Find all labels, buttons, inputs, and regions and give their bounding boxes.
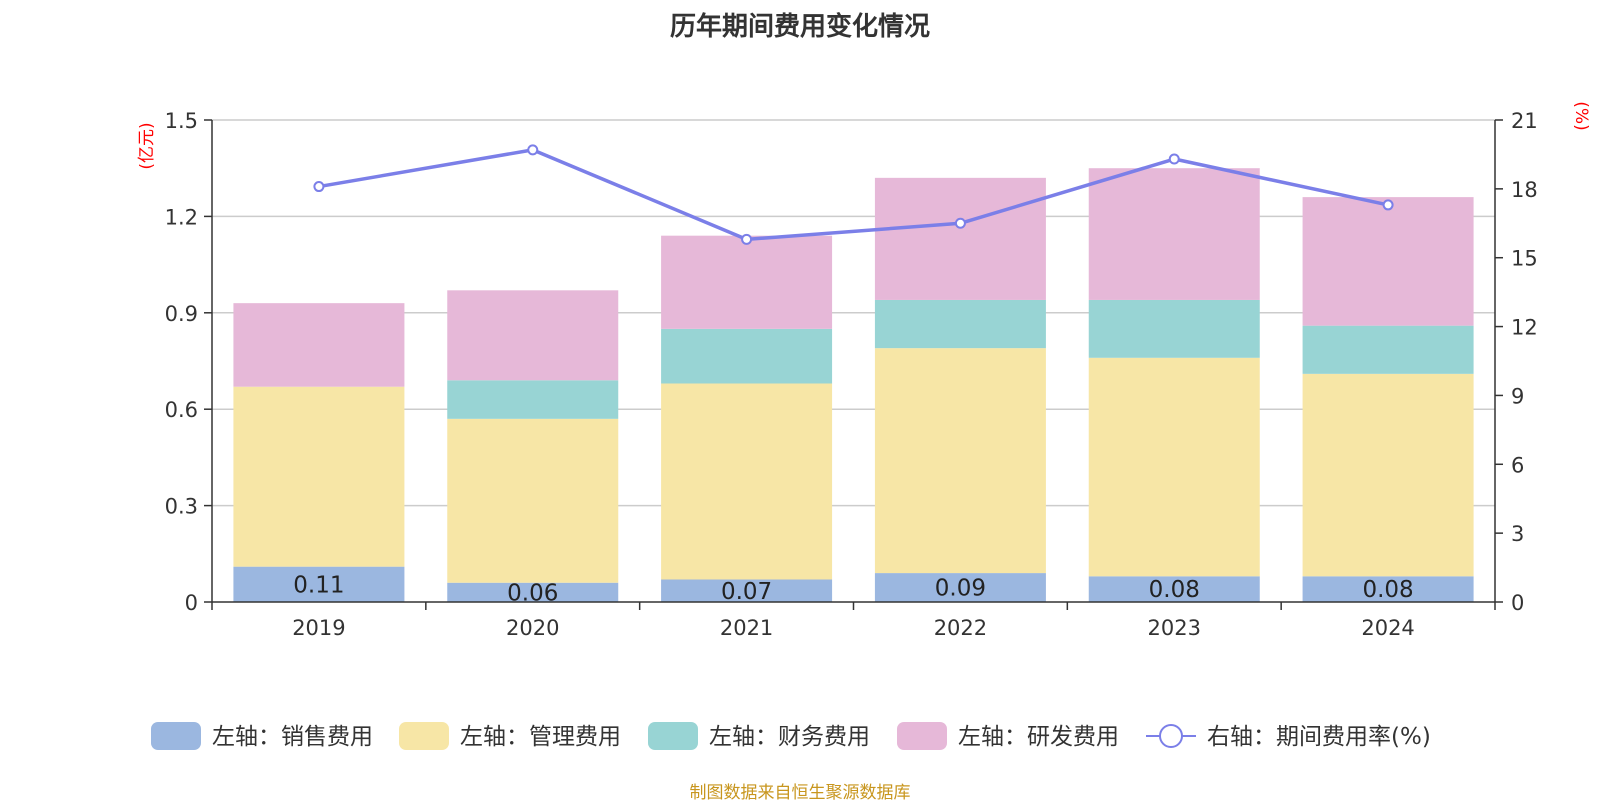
x-axis-tick-label: 2024 [1361, 616, 1414, 640]
right-axis-tick-label: 9 [1511, 384, 1524, 408]
axes: 0 0.3 0.6 0.9 1.2 1.5 0 3 6 9 12 15 18 21 2019 2020 2021… [165, 109, 1538, 640]
x-axis-tick-label: 2023 [1148, 616, 1201, 640]
line-series [313, 144, 1394, 245]
source-note: 制图数据来自恒生聚源数据库 [689, 783, 911, 803]
line-point [1382, 199, 1394, 211]
right-axis-tick-label: 0 [1511, 591, 1524, 615]
bar-data-label: 0.07 [721, 579, 772, 605]
line-path [318, 148, 1389, 242]
line-point [527, 144, 539, 156]
bar-segment [874, 177, 1046, 300]
bar-segment [233, 566, 405, 602]
bar-segment [874, 299, 1046, 349]
line-point [1168, 153, 1180, 165]
bar-segment [661, 383, 833, 580]
bar-data-label: 0.06 [507, 580, 558, 606]
left-axis-tick-label: 0.6 [165, 398, 198, 422]
bar-segment [661, 328, 833, 384]
x-axis-tick-label: 2021 [720, 616, 773, 640]
left-axis-tick-label: 1.5 [165, 109, 198, 133]
legend-swatch[interactable] [897, 722, 947, 750]
legend-label[interactable]: 左轴：销售费用 [212, 724, 373, 750]
legend-marker-icon[interactable] [1159, 724, 1183, 748]
bar-segment [233, 303, 405, 387]
line-point [741, 233, 753, 245]
right-axis-tick-label: 18 [1511, 178, 1538, 202]
grid-lines [212, 119, 1495, 507]
bar-segment [1302, 325, 1474, 374]
bar-segment [1302, 576, 1474, 602]
legend-label[interactable]: 左轴：管理费用 [460, 724, 621, 750]
bar-series [233, 168, 1474, 602]
legend-swatch[interactable] [151, 722, 201, 750]
left-axis-tick-label: 1.2 [165, 205, 198, 229]
x-axis-tick-label: 2020 [506, 616, 559, 640]
left-axis-tick-label: 0 [185, 591, 198, 615]
line-point [313, 181, 325, 193]
left-axis-unit: (亿元) [137, 122, 157, 169]
bar-segment [874, 348, 1046, 574]
bar-segment [1302, 197, 1474, 326]
bar-segment [874, 573, 1046, 602]
bar-segment [1088, 299, 1260, 358]
left-axis-tick-label: 0.9 [165, 302, 198, 326]
right-axis-tick-label: 3 [1511, 522, 1524, 546]
bar-data-label: 0.11 [293, 572, 344, 598]
chart-title: 历年期间费用变化情况 [669, 12, 930, 42]
legend-label[interactable]: 左轴：财务费用 [709, 724, 870, 750]
legend[interactable]: 左轴：销售费用 左轴：管理费用 左轴：财务费用 左轴：研发费用 右轴：期间费用率(%) [151, 722, 1431, 750]
bar-segment [1088, 576, 1260, 602]
bar-segment [447, 418, 619, 583]
right-axis-tick-label: 15 [1511, 247, 1538, 271]
legend-label[interactable]: 左轴：研发费用 [958, 724, 1119, 750]
right-axis-tick-label: 12 [1511, 316, 1538, 340]
legend-swatch[interactable] [648, 722, 698, 750]
bar-segment [447, 582, 619, 602]
bar-segment [1088, 168, 1260, 300]
bar-segment [233, 386, 405, 567]
x-axis-tick-label: 2019 [292, 616, 345, 640]
legend-swatch[interactable] [399, 722, 449, 750]
bar-data-labels: 0.11 0.06 0.07 0.09 0.08 0.08 [293, 572, 1413, 606]
legend-label[interactable]: 右轴：期间费用率(%) [1207, 724, 1431, 750]
line-point [954, 217, 966, 229]
bar-data-label: 0.08 [1362, 577, 1413, 603]
bar-segment [1088, 357, 1260, 577]
bar-data-label: 0.09 [935, 576, 986, 602]
bar-segment [447, 380, 619, 419]
bar-segment [447, 290, 619, 381]
x-axis-tick-label: 2022 [934, 616, 987, 640]
bar-segment [661, 235, 833, 329]
right-axis-tick-label: 21 [1511, 109, 1538, 133]
bar-segment [661, 579, 833, 602]
right-axis-unit: (%) [1571, 101, 1591, 130]
bar-segment [1302, 373, 1474, 577]
left-axis-tick-label: 0.3 [165, 495, 198, 519]
right-axis-tick-label: 6 [1511, 453, 1524, 477]
bar-data-label: 0.08 [1149, 577, 1200, 603]
